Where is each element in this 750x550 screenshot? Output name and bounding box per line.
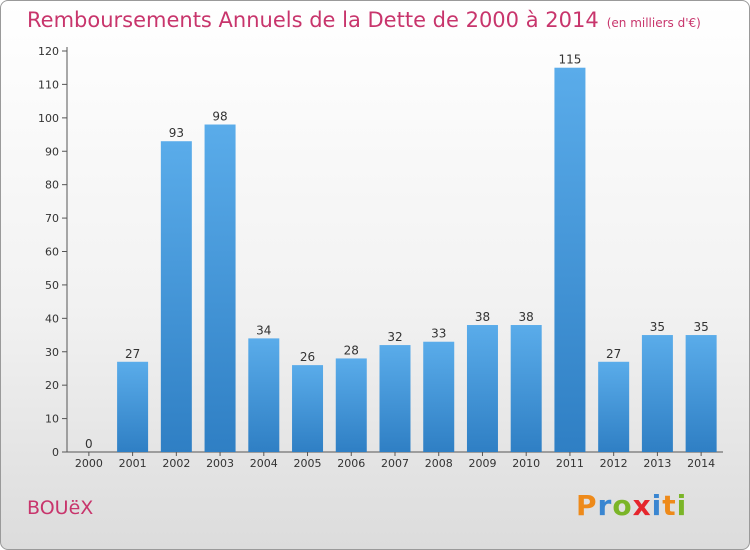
bar-2004 [248, 338, 280, 452]
logo-letter: P [576, 489, 598, 522]
y-tick-label: 50 [45, 279, 59, 292]
bar-2013 [641, 335, 673, 452]
y-tick-label: 70 [45, 212, 59, 225]
logo-letter: i [651, 489, 663, 522]
bar-2002 [160, 141, 192, 452]
x-tick-label-2003: 2003 [206, 457, 234, 470]
data-label-2009: 38 [475, 310, 490, 324]
bar-2010 [510, 325, 542, 452]
data-label-2012: 27 [606, 347, 621, 361]
logo-letter: i [676, 489, 688, 522]
x-tick-label-2011: 2011 [556, 457, 584, 470]
data-label-2006: 28 [344, 343, 359, 357]
y-tick-label: 0 [52, 446, 59, 459]
y-tick-label: 40 [45, 312, 59, 325]
y-tick-label: 100 [38, 112, 59, 125]
y-tick-label: 120 [38, 45, 59, 58]
data-label-2001: 27 [125, 347, 140, 361]
y-tick-label: 90 [45, 145, 59, 158]
data-label-2008: 33 [431, 327, 446, 341]
data-label-2013: 35 [650, 320, 665, 334]
data-label-2010: 38 [519, 310, 534, 324]
x-tick-label-2009: 2009 [468, 457, 496, 470]
bar-2009 [466, 325, 498, 452]
x-tick-label-2000: 2000 [75, 457, 103, 470]
data-label-2002: 93 [169, 126, 184, 140]
bar-2006 [335, 358, 367, 452]
x-tick-label-2004: 2004 [250, 457, 278, 470]
x-tick-label-2002: 2002 [162, 457, 190, 470]
x-tick-label-2001: 2001 [119, 457, 147, 470]
bar-2007 [379, 345, 411, 452]
logo-letter: r [597, 489, 613, 522]
data-label-2005: 26 [300, 350, 315, 364]
x-tick-label-2005: 2005 [294, 457, 322, 470]
data-label-2003: 98 [212, 110, 227, 124]
bar-2003 [204, 124, 236, 453]
data-label-2011: 115 [558, 53, 581, 67]
logo-letter: x [632, 489, 652, 522]
bar-2008 [423, 341, 455, 452]
y-tick-label: 20 [45, 379, 59, 392]
chart-title: Remboursements Annuels de la Dette de 20… [27, 8, 701, 32]
y-tick-label: 30 [45, 346, 59, 359]
x-tick-label-2007: 2007 [381, 457, 409, 470]
x-tick-label-2010: 2010 [512, 457, 540, 470]
y-tick-label: 110 [38, 78, 59, 91]
data-label-2000: 0 [85, 437, 93, 451]
x-tick-label-2014: 2014 [687, 457, 715, 470]
x-tick-label-2008: 2008 [425, 457, 453, 470]
bar-2011 [554, 67, 586, 452]
bar-2012 [598, 361, 630, 452]
data-label-2014: 35 [693, 320, 708, 334]
logo-letter: t [662, 489, 677, 522]
y-tick-label: 80 [45, 179, 59, 192]
chart-title-text: Remboursements Annuels de la Dette de 20… [27, 8, 599, 32]
bar-2005 [292, 365, 324, 452]
x-tick-label-2006: 2006 [337, 457, 365, 470]
x-tick-label-2012: 2012 [600, 457, 628, 470]
place-name: BOUëX [27, 497, 94, 519]
logo-letter: o [612, 489, 633, 522]
data-label-2004: 34 [256, 323, 271, 337]
x-tick-label-2013: 2013 [643, 457, 671, 470]
bar-2014 [685, 335, 717, 452]
chart-unit-label: (en milliers d'€) [606, 16, 701, 30]
data-label-2007: 32 [387, 330, 402, 344]
bar-2001 [117, 361, 149, 452]
y-tick-label: 60 [45, 246, 59, 259]
proxiti-logo: Proxiti [576, 489, 687, 522]
y-tick-label: 10 [45, 413, 59, 426]
